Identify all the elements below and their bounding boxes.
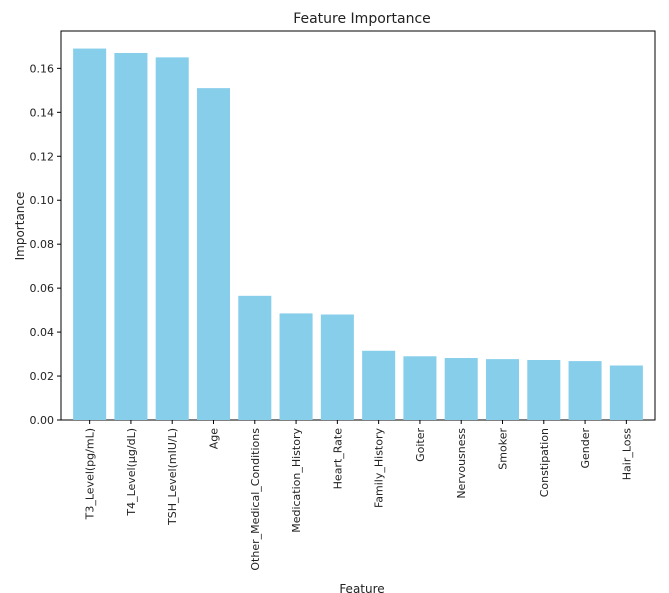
bar-4 (238, 295, 272, 420)
y-axis-title: Importance (13, 192, 27, 261)
x-tick-label-7: Family_History (373, 428, 386, 509)
x-axis-ticks: T3_Level(pg/mL) T4_Level(μg/dL) TSH_Level(… (84, 420, 633, 571)
y-tick-label-2: 0.04 (30, 326, 55, 339)
bar-3 (196, 88, 231, 420)
bar-8 (403, 356, 437, 420)
bar-2 (155, 57, 189, 421)
y-tick-label-7: 0.14 (30, 106, 55, 119)
x-tick-label-3: Age (208, 428, 221, 450)
x-tick-label-5: Medication_History (290, 428, 303, 533)
bar-5 (279, 313, 313, 420)
x-tick-label-8: Goiter (414, 428, 427, 462)
bar-6 (320, 314, 354, 420)
y-tick-label-1: 0.02 (30, 370, 55, 383)
x-tick-label-6: Heart_Rate (331, 428, 344, 490)
bar-1 (114, 52, 148, 420)
chart-title: Feature Importance (293, 11, 431, 27)
x-tick-label-0: T3_Level(pg/mL) (84, 428, 97, 520)
y-tick-label-6: 0.12 (30, 150, 55, 163)
x-tick-label-13: Hair_Loss (620, 428, 633, 480)
y-tick-label-4: 0.08 (30, 238, 55, 251)
y-tick-label-3: 0.06 (30, 282, 55, 295)
x-tick-label-12: Gender (579, 428, 592, 469)
bar-10 (485, 359, 520, 420)
bar-7 (362, 350, 396, 420)
y-axis-ticks: 0.00 0.02 0.04 0.06 0.08 0.10 0.12 0.14 0.16 (30, 62, 61, 427)
bar-13 (609, 365, 643, 420)
bar-11 (527, 360, 561, 420)
y-tick-label-0: 0.00 (30, 414, 55, 427)
plot-area: 0.00 0.02 0.04 0.06 0.08 0.10 0.12 0.14 0.16 T3_… (30, 30, 656, 571)
y-tick-label-8: 0.16 (30, 62, 55, 75)
x-axis-title: Feature (339, 582, 384, 593)
x-tick-label-2: TSH_Level(mIU/L) (166, 428, 179, 526)
bars-layer (73, 48, 643, 421)
x-tick-label-1: T4_Level(μg/dL) (125, 428, 138, 517)
x-tick-label-11: Constipation (538, 428, 551, 497)
x-tick-label-4: Other_Medical_Conditions (249, 428, 262, 571)
bar-0 (73, 48, 107, 420)
y-tick-label-5: 0.10 (30, 194, 55, 207)
bar-9 (444, 358, 478, 420)
x-tick-label-9: Nervousness (455, 428, 468, 499)
x-tick-label-10: Smoker (497, 428, 510, 470)
plot-frame (60, 30, 656, 421)
bar-12 (568, 361, 602, 420)
